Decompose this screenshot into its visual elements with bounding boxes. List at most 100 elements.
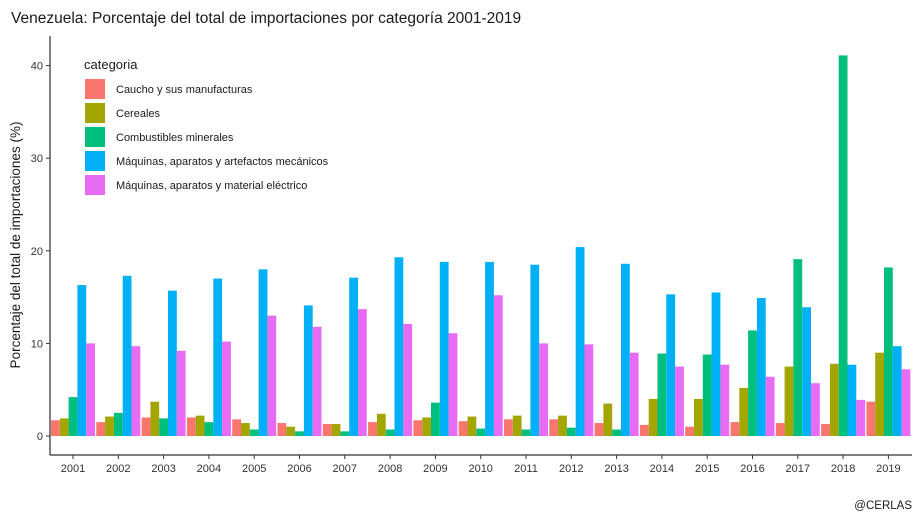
bar xyxy=(901,369,911,436)
legend-key xyxy=(85,79,105,99)
bar xyxy=(295,431,304,436)
bar xyxy=(856,399,866,436)
bar xyxy=(303,305,313,436)
y-tick-label: 40 xyxy=(31,61,43,73)
bar xyxy=(584,344,594,436)
bar xyxy=(186,417,196,436)
bar xyxy=(258,269,268,436)
bar xyxy=(884,267,893,436)
bar xyxy=(875,352,884,436)
legend: categoria Caucho y sus manufacturas Cerea… xyxy=(84,57,329,195)
bar xyxy=(702,354,712,436)
bar xyxy=(286,426,296,436)
bar xyxy=(195,415,205,436)
bar xyxy=(720,364,730,436)
bar xyxy=(77,285,87,436)
bar xyxy=(521,429,531,436)
bar xyxy=(213,278,223,436)
bar xyxy=(368,422,377,436)
legend-key xyxy=(85,151,105,171)
bar xyxy=(711,292,721,436)
legend-label: Combustibles minerales xyxy=(116,132,234,144)
x-tick-label: 2017 xyxy=(786,463,810,475)
bar xyxy=(594,423,604,436)
legend-label: Cereales xyxy=(116,108,161,120)
bar xyxy=(358,309,367,436)
y-tick-label: 20 xyxy=(31,246,43,258)
bar xyxy=(141,417,151,436)
bar xyxy=(485,261,494,436)
bar xyxy=(639,424,649,436)
bar xyxy=(159,418,168,436)
y-tick-label: 10 xyxy=(31,338,43,350)
bar xyxy=(439,261,449,436)
bar xyxy=(648,398,658,436)
bar xyxy=(504,419,513,436)
bar xyxy=(168,290,177,436)
x-tick-label: 2015 xyxy=(695,463,719,475)
bar xyxy=(829,363,839,436)
bar xyxy=(802,307,811,436)
x-tick-label: 2019 xyxy=(876,463,900,475)
plot-area: 0 10 20 30 40 2001 2002 2003 2004 2005 2006 2007 200… xyxy=(31,36,912,475)
bar xyxy=(403,323,413,436)
bar xyxy=(539,343,548,436)
bar xyxy=(431,402,440,436)
bar xyxy=(204,422,214,436)
bar xyxy=(68,397,78,436)
x-tick-label: 2013 xyxy=(604,463,628,475)
bar xyxy=(322,423,332,436)
bar xyxy=(232,419,241,436)
bar xyxy=(549,419,559,436)
bar xyxy=(739,387,749,436)
chart-title: Venezuela: Porcentaje del total de impor… xyxy=(11,10,521,27)
bar xyxy=(422,417,431,436)
bar xyxy=(349,277,358,436)
x-tick-label: 2001 xyxy=(61,463,85,475)
bar xyxy=(122,275,132,436)
bar xyxy=(176,350,186,436)
bar xyxy=(512,415,522,436)
bar xyxy=(847,364,857,436)
bar xyxy=(575,247,585,436)
bar xyxy=(86,343,95,436)
x-tick-label: 2011 xyxy=(514,463,538,475)
bar xyxy=(657,353,667,436)
bar xyxy=(530,264,540,436)
bar xyxy=(821,423,830,436)
x-tick-label: 2005 xyxy=(242,463,266,475)
bar xyxy=(566,427,576,436)
bar xyxy=(241,423,250,436)
bar xyxy=(51,420,60,436)
caption: @CERLAS xyxy=(854,500,912,512)
bar xyxy=(249,429,259,436)
bar xyxy=(493,295,503,436)
bar xyxy=(376,413,386,436)
bar xyxy=(131,346,141,436)
bar xyxy=(612,429,621,436)
bar xyxy=(222,341,231,436)
x-tick-label: 2004 xyxy=(197,463,221,475)
bar xyxy=(694,398,703,436)
bar xyxy=(603,403,613,436)
bar xyxy=(685,426,694,436)
bar xyxy=(96,422,106,436)
bar xyxy=(730,422,740,436)
bar xyxy=(784,366,794,436)
bar xyxy=(340,431,350,436)
bar xyxy=(312,326,322,436)
y-tick-label: 30 xyxy=(31,153,43,165)
x-tick-label: 2008 xyxy=(378,463,402,475)
bar xyxy=(765,376,775,436)
legend-key xyxy=(85,175,105,195)
bar xyxy=(811,383,820,436)
bar xyxy=(793,259,803,436)
bar xyxy=(105,416,114,436)
x-tick-label: 2010 xyxy=(468,463,492,475)
bar xyxy=(756,298,766,436)
x-tick-label: 2002 xyxy=(106,463,130,475)
x-tick-label: 2018 xyxy=(831,463,855,475)
legend-label: Máquinas, aparatos y material eléctrico xyxy=(116,180,307,192)
bar xyxy=(866,401,876,436)
